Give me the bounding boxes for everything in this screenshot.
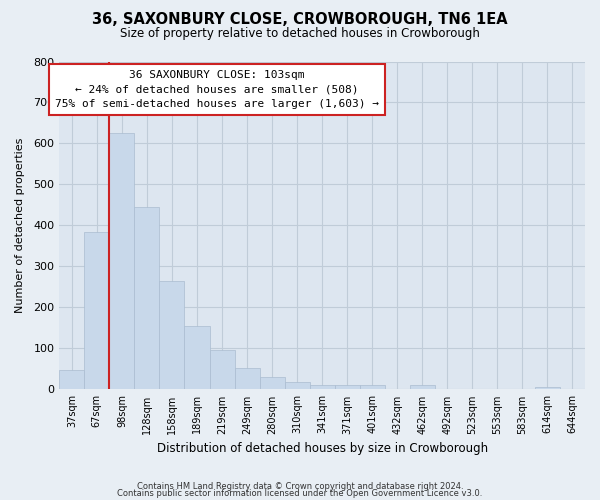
Text: Size of property relative to detached houses in Crowborough: Size of property relative to detached ho… — [120, 28, 480, 40]
Bar — [59, 370, 85, 390]
Text: 36 SAXONBURY CLOSE: 103sqm
← 24% of detached houses are smaller (508)
75% of sem: 36 SAXONBURY CLOSE: 103sqm ← 24% of deta… — [55, 70, 379, 110]
Text: 36, SAXONBURY CLOSE, CROWBOROUGH, TN6 1EA: 36, SAXONBURY CLOSE, CROWBOROUGH, TN6 1E… — [92, 12, 508, 28]
Bar — [235, 368, 260, 390]
Y-axis label: Number of detached properties: Number of detached properties — [15, 138, 25, 313]
X-axis label: Distribution of detached houses by size in Crowborough: Distribution of detached houses by size … — [157, 442, 488, 455]
Bar — [335, 386, 360, 390]
Bar — [360, 384, 385, 390]
Bar — [284, 382, 310, 390]
Text: Contains public sector information licensed under the Open Government Licence v3: Contains public sector information licen… — [118, 490, 482, 498]
Bar — [209, 350, 235, 390]
Bar — [134, 207, 160, 390]
Bar — [410, 386, 435, 390]
Bar — [310, 386, 335, 390]
Bar — [535, 386, 560, 390]
Bar — [109, 133, 134, 390]
Text: Contains HM Land Registry data © Crown copyright and database right 2024.: Contains HM Land Registry data © Crown c… — [137, 482, 463, 491]
Bar — [184, 326, 209, 390]
Bar — [85, 232, 109, 390]
Bar — [160, 281, 184, 390]
Bar — [260, 377, 284, 390]
